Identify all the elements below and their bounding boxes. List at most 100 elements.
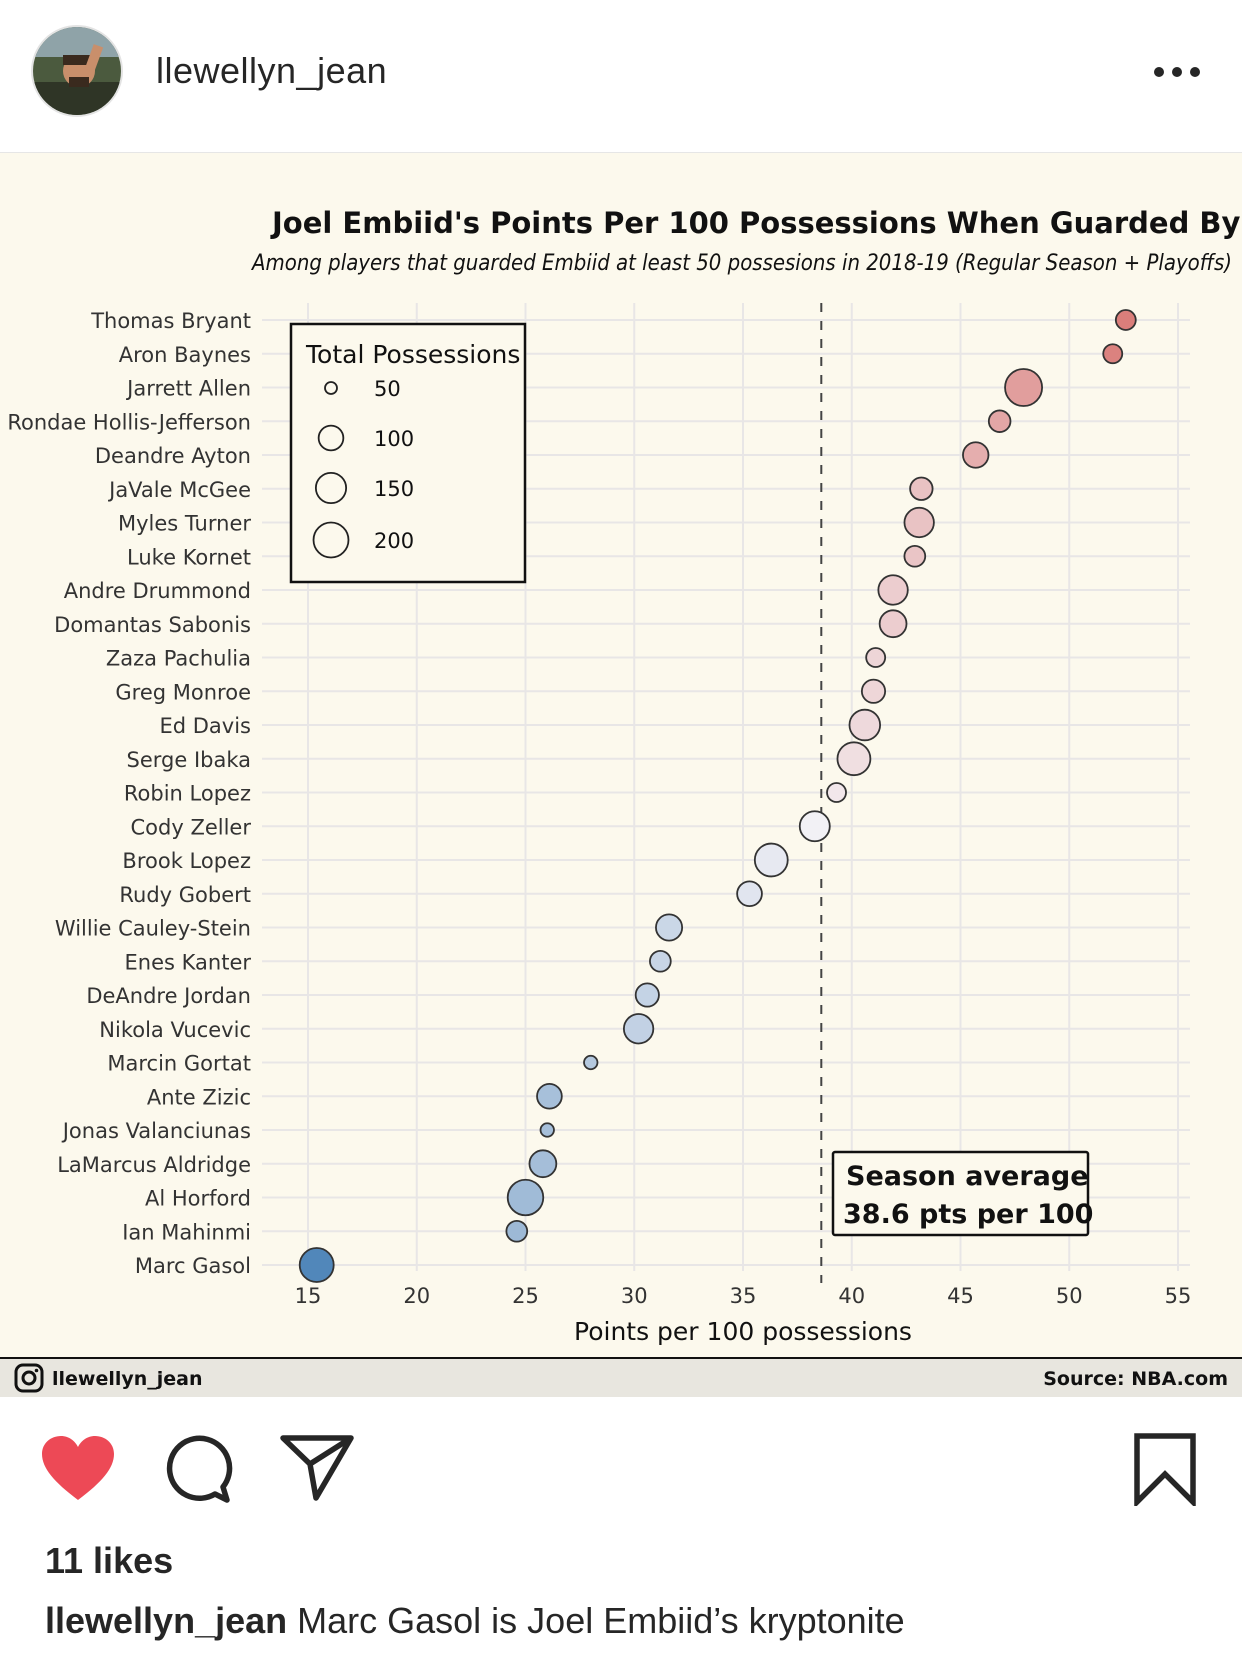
comment-button[interactable] <box>163 1434 233 1509</box>
season-average-annotation: Season average 38.6 pts per 100 <box>831 1150 1093 1237</box>
post-header: llewellyn_jean <box>0 0 1242 153</box>
y-tick-label: Myles Turner <box>118 512 251 536</box>
footer-handle: llewellyn_jean <box>52 1368 203 1390</box>
instagram-logo-icon <box>14 1363 44 1393</box>
legend-label: 150 <box>374 477 414 501</box>
chart-title: Joel Embiid's Points Per 100 Possessions… <box>270 206 1242 240</box>
data-point[interactable] <box>528 1149 558 1179</box>
caption-username[interactable]: llewellyn_jean <box>45 1600 288 1641</box>
header-username[interactable]: llewellyn_jean <box>156 50 388 91</box>
chart-footer: llewellyn_jean Source: NBA.com <box>0 1357 1242 1397</box>
x-tick-label: 30 <box>621 1284 648 1308</box>
legend-circle <box>317 424 345 452</box>
data-point[interactable] <box>987 409 1012 433</box>
legend-label: 100 <box>374 427 414 451</box>
more-options-icon <box>1154 67 1200 77</box>
y-tick-label: Aron Baynes <box>119 343 251 367</box>
data-point[interactable] <box>848 708 882 742</box>
data-point[interactable] <box>836 741 872 777</box>
data-point[interactable] <box>655 913 684 942</box>
y-tick-label: Robin Lopez <box>124 782 251 806</box>
avatar[interactable] <box>31 25 123 117</box>
data-point[interactable] <box>903 506 935 539</box>
y-tick-label: DeAndre Jordan <box>86 984 251 1008</box>
data-point[interactable] <box>1114 309 1137 331</box>
y-tick-label: Andre Drummond <box>64 579 251 603</box>
send-icon <box>280 1435 354 1501</box>
x-tick-label: 25 <box>512 1284 539 1308</box>
data-point[interactable] <box>860 678 887 704</box>
y-tick-label: Cody Zeller <box>131 815 252 839</box>
data-point[interactable] <box>865 647 887 668</box>
data-point[interactable] <box>1004 368 1043 407</box>
y-tick-label: JaVale McGee <box>107 478 251 502</box>
y-tick-label: Marc Gasol <box>135 1254 251 1278</box>
y-tick-label: Greg Monroe <box>115 680 251 704</box>
data-point[interactable] <box>506 1178 545 1217</box>
data-point[interactable] <box>826 782 847 803</box>
data-point[interactable] <box>539 1122 555 1138</box>
annotation-line-1: Season average <box>846 1161 1089 1192</box>
y-tick-label: Luke Kornet <box>127 545 251 569</box>
y-tick-label: Jarrett Allen <box>125 377 251 401</box>
data-point[interactable] <box>878 609 908 639</box>
data-point[interactable] <box>753 842 789 878</box>
chart-subtitle: Among players that guarded Embiid at lea… <box>250 251 1232 276</box>
x-tick-label: 15 <box>295 1284 322 1308</box>
save-button[interactable] <box>1133 1432 1197 1511</box>
size-legend: Total Possessions 50 100 150 200 <box>289 322 527 584</box>
y-tick-label: Nikola Vucevic <box>99 1018 251 1042</box>
like-button[interactable] <box>40 1434 116 1507</box>
legend-circle <box>314 471 348 505</box>
y-tick-label: Jonas Valanciunas <box>61 1119 251 1143</box>
data-point[interactable] <box>798 810 831 843</box>
y-tick-label: Rudy Gobert <box>119 883 251 907</box>
data-point[interactable] <box>536 1082 563 1110</box>
legend-label: 200 <box>374 529 414 553</box>
y-tick-label: Deandre Ayton <box>95 444 251 468</box>
y-tick-label: Domantas Sabonis <box>54 613 251 637</box>
post-caption: llewellyn_jean Marc Gasol is Joel Embiid… <box>45 1600 905 1642</box>
post-image[interactable]: Thomas Bryant Aron Baynes Jarrett Allen Ron… <box>0 153 1242 1397</box>
heart-icon <box>42 1436 114 1500</box>
x-tick-label: 55 <box>1165 1284 1192 1308</box>
data-point[interactable] <box>298 1247 335 1283</box>
y-tick-label: Ante Zizic <box>147 1085 251 1109</box>
y-tick-label: Brook Lopez <box>122 849 251 873</box>
legend-title: Total Possessions <box>305 340 520 369</box>
data-point[interactable] <box>903 544 927 568</box>
legend-label: 50 <box>374 377 401 401</box>
data-point[interactable] <box>1102 343 1124 365</box>
data-point[interactable] <box>877 574 909 606</box>
y-tick-label: Serge Ibaka <box>127 748 252 772</box>
data-point[interactable] <box>736 880 763 908</box>
x-tick-label: 45 <box>947 1284 974 1308</box>
bookmark-icon <box>1134 1433 1196 1509</box>
y-tick-label: Marcin Gortat <box>107 1052 251 1076</box>
data-point[interactable] <box>583 1054 599 1071</box>
legend-circle <box>312 521 350 559</box>
y-tick-label: Al Horford <box>145 1187 251 1211</box>
data-point[interactable] <box>649 949 672 973</box>
x-tick-label: 35 <box>730 1284 757 1308</box>
comment-icon <box>166 1435 233 1503</box>
y-tick-label: Ed Davis <box>159 714 251 738</box>
y-tick-label: LaMarcus Aldridge <box>57 1153 251 1177</box>
data-point[interactable] <box>505 1219 529 1243</box>
x-tick-label: 40 <box>838 1284 865 1308</box>
legend-circle <box>324 381 338 395</box>
footer-source: Source: NBA.com <box>1043 1368 1228 1390</box>
y-tick-label: Thomas Bryant <box>90 309 251 333</box>
likes-count[interactable]: 11 likes <box>45 1540 174 1581</box>
x-tick-label: 20 <box>403 1284 430 1308</box>
data-point[interactable] <box>634 982 660 1008</box>
y-tick-label: Enes Kanter <box>125 950 252 974</box>
data-point[interactable] <box>962 441 990 469</box>
share-button[interactable] <box>280 1434 354 1507</box>
data-point[interactable] <box>909 476 934 501</box>
more-options-button[interactable] <box>1150 52 1210 92</box>
post-actions <box>0 1420 1242 1530</box>
annotation-line-2: 38.6 pts per 100 <box>843 1199 1093 1230</box>
data-point[interactable] <box>622 1013 655 1045</box>
chart-svg: Thomas Bryant Aron Baynes Jarrett Allen Ron… <box>0 206 1242 1397</box>
